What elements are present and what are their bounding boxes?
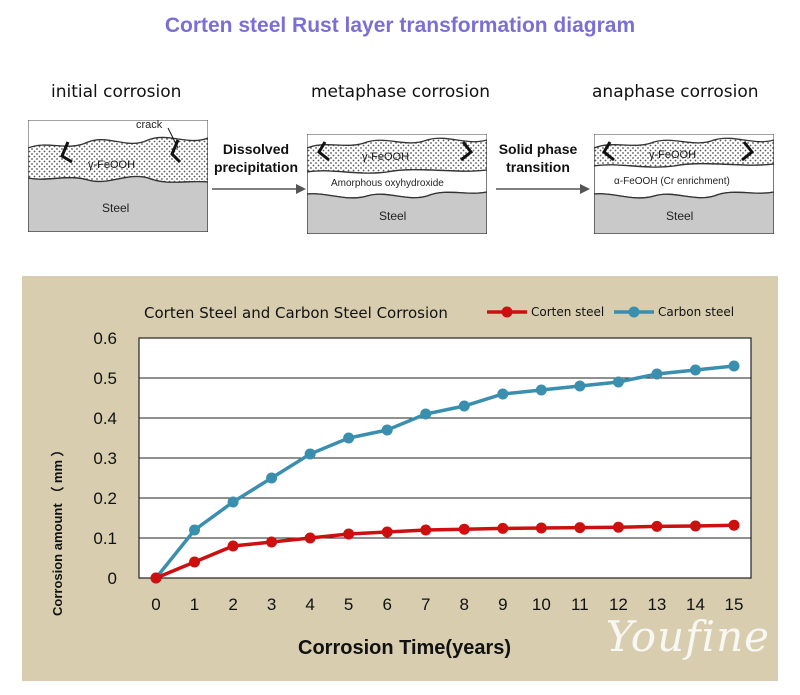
data-point [150,572,162,584]
rust-layer-diagram: initial corrosion metaphase corrosion an… [0,70,800,260]
anaphase-corrosion-panel: γ-FeOOH α-FeOOH (Cr enrichment) Steel [594,134,774,234]
corrosion-line-chart: Corten Steel and Carbon Steel Corrosion … [50,304,752,659]
series-line [154,364,735,580]
y-tick-label: 0.5 [93,369,117,388]
data-point [304,532,316,544]
x-tick-label: 9 [498,595,507,614]
data-point [497,388,509,400]
x-tick-label: 3 [267,595,276,614]
arrow-label-dissolved: Dissolved precipitation [208,140,304,176]
initial-corrosion-panel: crack γ-FeOOH Steel [28,120,208,232]
arrow-right-icon [212,184,306,194]
arrow-label-line1: Solid phase [498,141,578,157]
data-point [689,520,701,532]
data-point [266,536,278,548]
legend-label: Corten steel [531,305,604,319]
x-tick-label: 12 [609,595,628,614]
data-point [420,524,432,536]
data-point [574,380,586,392]
data-point [458,400,470,412]
data-point [420,408,432,420]
chart-legend: Corten steel Carbon steel [487,305,734,319]
legend-marker [501,306,513,318]
corrosion-chart-panel: Corten Steel and Carbon Steel Corrosion … [22,276,778,681]
x-tick-label: 11 [571,595,589,614]
arrow-right-icon [496,184,590,194]
x-tick-label: 13 [647,595,666,614]
data-point [535,522,547,534]
stage-title-metaphase: metaphase corrosion [311,82,491,102]
y-tick-label: 0 [108,569,117,588]
data-point [612,376,624,388]
x-tick-label: 15 [725,595,744,614]
metaphase-corrosion-panel: γ-FeOOH Amorphous oxyhydroxide Steel [307,134,487,234]
data-point [497,522,509,534]
data-point [304,448,316,460]
x-tick-label: 6 [382,595,391,614]
steel-label-initial: Steel [102,201,129,215]
x-tick-label: 1 [190,595,199,614]
data-point [381,424,393,436]
y-tick-label: 0.6 [93,329,117,348]
legend-marker [628,306,640,318]
crack-label: crack [136,120,163,131]
x-tick-label: 0 [151,595,160,614]
chart-axes: 00.10.20.30.40.50.60 1 2 3 4 5 6 7 8 9 10 11 12 13 14 1… [93,329,743,614]
x-axis-title: Corrosion Time(years) [298,637,511,659]
data-point [574,522,586,534]
y-axis-title: Corrosion amount （ mm ） [50,443,65,616]
arrow-label-solid-phase: Solid phase transition [490,140,586,176]
data-point [535,384,547,396]
rust-label-metaphase: γ-FeOOH [362,151,409,163]
data-point [612,521,624,533]
y-tick-label: 0.1 [93,529,117,548]
data-point [458,523,470,535]
data-point [266,472,278,484]
series-line [155,523,735,580]
x-tick-label: 14 [686,595,705,614]
page-title: Corten steel Rust layer transformation d… [164,14,636,37]
alpha-feooh-label: α-FeOOH (Cr enrichment) [614,176,730,187]
chart-title: Corten Steel and Carbon Steel Corrosion [144,304,448,322]
steel-label-anaphase: Steel [666,209,693,223]
arrow-label-line2: transition [506,159,570,175]
data-point [728,360,740,372]
chart-grid [138,337,752,579]
chart-series [150,360,740,584]
data-point [381,526,393,538]
rust-label-initial: γ-FeOOH [88,159,135,171]
y-tick-label: 0.3 [93,449,117,468]
data-point [651,520,663,532]
data-point [189,556,201,568]
stage-title-anaphase: anaphase corrosion [592,82,759,102]
data-point [689,364,701,376]
stage-title-initial: initial corrosion [51,82,182,102]
data-point [728,519,740,531]
y-tick-label: 0.4 [93,409,117,428]
arrow-label-line1: Dissolved [222,141,290,157]
youfine-watermark: Youfine [605,612,770,661]
steel-label-metaphase: Steel [379,209,406,223]
rust-label-anaphase: γ-FeOOH [649,149,696,161]
legend-label: Carbon steel [658,305,734,319]
data-point [227,540,239,552]
y-tick-label: 0.2 [93,489,117,508]
x-tick-label: 2 [228,595,237,614]
amorphous-label: Amorphous oxyhydroxide [331,178,444,189]
x-tick-label: 10 [532,595,551,614]
x-tick-label: 5 [344,595,353,614]
x-tick-label: 8 [460,595,469,614]
x-tick-label: 7 [421,595,430,614]
arrow-label-line2: precipitation [213,159,298,175]
data-point [651,368,663,380]
x-tick-label: 4 [305,595,314,614]
data-point [343,528,355,540]
data-point [189,524,201,536]
data-point [227,496,239,508]
data-point [343,432,355,444]
